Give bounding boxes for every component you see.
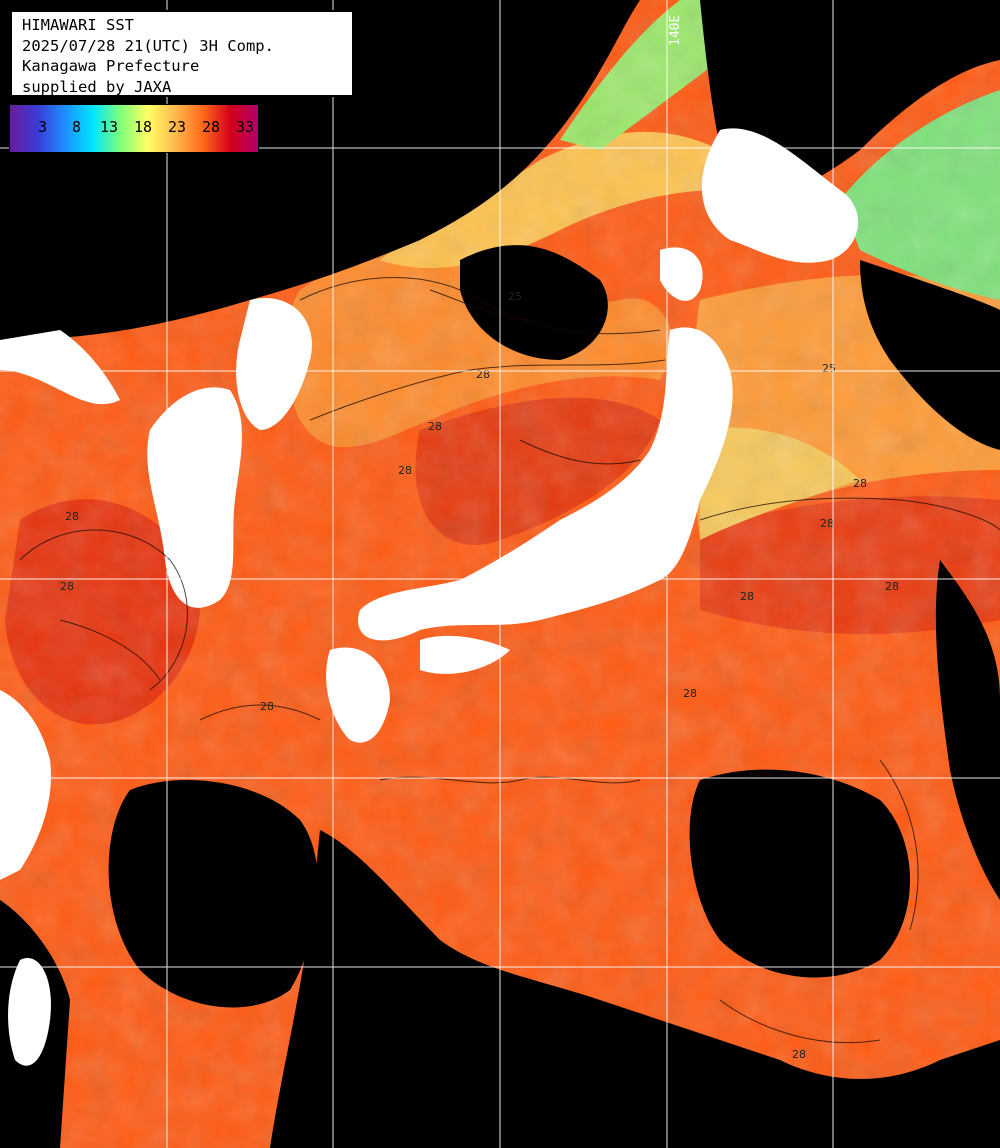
contour-label: 28 (820, 517, 834, 530)
map-region: Kanagawa Prefecture (22, 57, 200, 75)
isotherm-contours (19, 277, 1000, 1044)
longitude-label: 140E (668, 14, 683, 46)
temperature-colorbar: 3 8 13 18 23 28 33 (9, 104, 259, 153)
contour-label: 28 (428, 420, 442, 433)
colorbar-tick: 23 (168, 118, 187, 136)
contour-label: 28 (65, 510, 79, 523)
colorbar-ticks: 3 8 13 18 23 28 33 (10, 118, 258, 138)
latitude-label: 40N (2, 352, 26, 367)
contour-label: 28 (792, 1048, 806, 1061)
colorbar-tick: 8 (72, 118, 82, 136)
contour-label: 28 (60, 580, 74, 593)
contour-label: 25 (822, 362, 836, 375)
colorbar-tick: 18 (134, 118, 153, 136)
colorbar-tick: 3 (38, 118, 48, 136)
contour-label: 28 (683, 687, 697, 700)
colorbar-tick: 28 (202, 118, 221, 136)
contour-label: 28 (853, 477, 867, 490)
map-datetime: 2025/07/28 21(UTC) 3H Comp. (22, 36, 274, 55)
map-credit: supplied by JAXA (22, 77, 172, 96)
contour-label: 28 (398, 464, 412, 477)
contour-label: 28 (260, 700, 274, 713)
colorbar-tick: 33 (236, 118, 255, 136)
map-title: HIMAWARI SST (22, 16, 134, 34)
land (0, 128, 859, 1066)
contour-label: 28 (476, 368, 490, 381)
contour-label: 28 (740, 590, 754, 603)
colorbar-tick: 13 (100, 118, 119, 136)
contour-label: 28 (885, 580, 899, 593)
contour-label: 25 (508, 290, 522, 303)
title-box: HIMAWARI SST 2025/07/28 21(UTC) 3H Comp.… (10, 10, 354, 97)
